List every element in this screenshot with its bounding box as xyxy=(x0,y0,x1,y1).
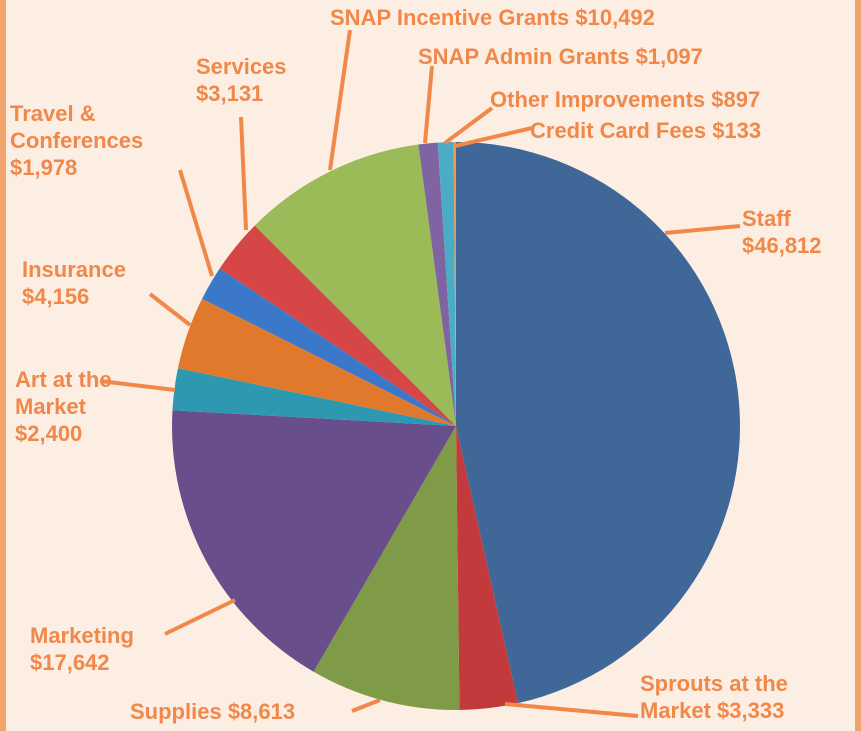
leader-line xyxy=(99,379,176,392)
pie-slice xyxy=(172,410,457,672)
value-label: $2,400 xyxy=(15,421,83,446)
leader-line xyxy=(328,29,352,171)
pie-slice xyxy=(313,426,460,710)
leader-line xyxy=(351,698,381,713)
pie-slice xyxy=(202,268,456,426)
data-label: Other Improvements $897 xyxy=(490,86,850,113)
category-label: Art at the Market xyxy=(15,367,112,419)
category-label: Sprouts at the Market xyxy=(640,671,788,723)
pie-slice xyxy=(177,298,456,426)
category-label: Staff xyxy=(742,206,791,231)
leader-line xyxy=(239,116,248,231)
category-label: Credit Card Fees xyxy=(530,118,707,143)
category-label: Marketing xyxy=(30,623,134,648)
value-label: $897 xyxy=(711,87,761,112)
data-label: Staff $46,812 xyxy=(742,205,842,259)
data-label: SNAP Incentive Grants $10,492 xyxy=(330,4,690,31)
pie-slice xyxy=(453,142,456,426)
category-label: SNAP Admin Grants xyxy=(418,44,630,69)
pie-slice xyxy=(172,368,456,426)
category-label: Supplies xyxy=(130,699,222,724)
data-label: Insurance $4,156 xyxy=(22,256,162,310)
pie-slice xyxy=(456,426,519,710)
leader-line xyxy=(178,169,214,277)
value-label: $10,492 xyxy=(575,5,655,30)
value-label: $1,097 xyxy=(635,44,703,69)
leader-line xyxy=(443,106,494,145)
value-label: $46,812 xyxy=(742,233,822,258)
value-label: $1,978 xyxy=(10,155,78,180)
data-label: Sprouts at the Market $3,333 xyxy=(640,670,820,724)
data-label: Marketing $17,642 xyxy=(30,622,170,676)
leader-line xyxy=(664,224,741,235)
value-label: $8,613 xyxy=(227,699,296,724)
category-label: Travel & Conferences xyxy=(10,101,144,153)
pie-slice xyxy=(418,142,456,426)
leader-line xyxy=(148,292,192,327)
category-label: SNAP Incentive Grants xyxy=(330,5,570,30)
pie-slice xyxy=(456,142,740,704)
leader-line xyxy=(164,598,236,636)
pie-slice xyxy=(437,142,456,427)
category-label: Other Improvements xyxy=(490,87,706,112)
data-label: Art at the Market $2,400 xyxy=(15,366,115,447)
value-label: $17,642 xyxy=(30,650,110,675)
pie-slice xyxy=(254,144,456,427)
data-label: SNAP Admin Grants $1,097 xyxy=(418,43,778,70)
data-label: Credit Card Fees $133 xyxy=(530,117,861,144)
value-label: $3,131 xyxy=(196,81,264,106)
pie-slice xyxy=(219,225,456,426)
data-label: Supplies $8,613 xyxy=(130,698,390,725)
value-label: $4,156 xyxy=(22,284,90,309)
leader-line xyxy=(454,126,533,148)
leader-line xyxy=(504,702,639,718)
category-label: Services xyxy=(196,54,287,79)
data-label: Travel & Conferences $1,978 xyxy=(10,100,143,181)
value-label: $133 xyxy=(712,118,762,143)
value-label: $3,333 xyxy=(717,698,785,723)
leader-line xyxy=(423,65,434,144)
category-label: Insurance xyxy=(22,257,126,282)
data-label: Services $3,131 xyxy=(196,53,316,107)
